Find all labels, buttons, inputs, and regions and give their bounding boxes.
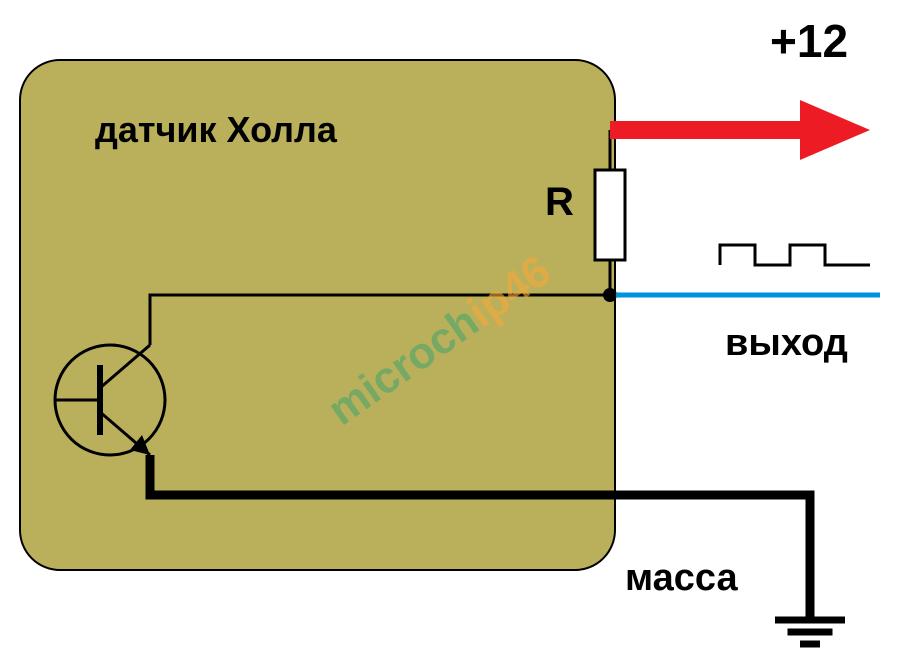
pulse-waveform-icon <box>720 245 870 265</box>
ground-symbol <box>775 620 845 644</box>
output-label: выход <box>725 322 848 365</box>
ground-label: масса <box>625 557 738 600</box>
supply-voltage-label: +12 <box>770 14 848 68</box>
resistor-symbol <box>595 170 625 260</box>
resistor-label: R <box>545 180 574 225</box>
junction-dot <box>603 288 617 302</box>
supply-arrow-icon <box>610 100 870 160</box>
sensor-box-label: датчик Холла <box>95 109 337 151</box>
